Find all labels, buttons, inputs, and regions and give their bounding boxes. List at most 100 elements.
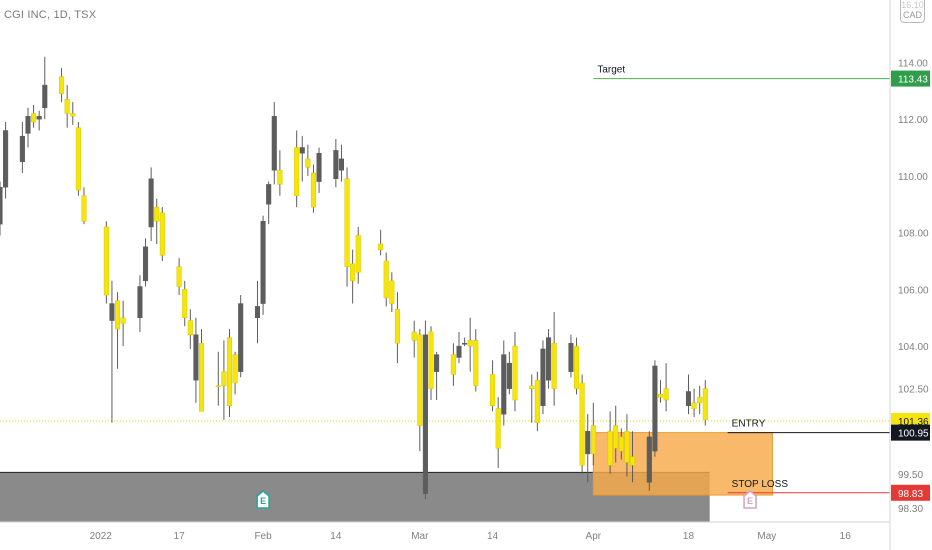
candle-body bbox=[266, 184, 272, 205]
stop-loss-price-label: 98.83 bbox=[898, 489, 923, 500]
candle-body bbox=[42, 84, 48, 109]
y-tick-label: 106.00 bbox=[898, 285, 929, 296]
candle-body bbox=[685, 391, 692, 406]
candle-body bbox=[193, 334, 199, 381]
target-label: Target bbox=[597, 65, 625, 76]
y-tick-label: 102.50 bbox=[898, 385, 929, 396]
stop-loss-label: STOP LOSS bbox=[732, 479, 789, 490]
x-tick-label: Feb bbox=[254, 531, 272, 542]
candle-body bbox=[221, 371, 227, 387]
y-tick-label: 99.50 bbox=[898, 470, 923, 481]
candle-body bbox=[579, 382, 585, 466]
candle-body bbox=[3, 130, 9, 188]
candle-body bbox=[338, 158, 344, 171]
last-price-label: 101.36 bbox=[898, 417, 929, 428]
target-price-badge bbox=[891, 70, 930, 87]
candle-body bbox=[355, 235, 361, 273]
candle-body bbox=[506, 362, 512, 389]
candle-body bbox=[618, 436, 624, 452]
candle-body bbox=[629, 456, 636, 466]
y-tick-label: 98.30 bbox=[898, 504, 923, 515]
y-tick-label: 112.00 bbox=[898, 115, 928, 126]
candle-body bbox=[495, 408, 501, 449]
candle-body bbox=[383, 260, 389, 299]
y-tick-label: 110.00 bbox=[898, 172, 928, 183]
candle-body bbox=[613, 425, 619, 449]
candle-body bbox=[585, 430, 591, 455]
x-tick-label: 2022 bbox=[90, 531, 113, 542]
candle-body bbox=[417, 334, 423, 426]
candle-body bbox=[512, 345, 518, 401]
candle-body bbox=[428, 331, 434, 389]
stop-loss-price-badge bbox=[891, 484, 930, 501]
y-tick-label: 104.00 bbox=[898, 342, 929, 353]
candle-body bbox=[652, 365, 658, 452]
candle-body bbox=[663, 388, 669, 401]
x-tick-label: May bbox=[757, 531, 776, 542]
candle-body bbox=[187, 320, 193, 336]
candle-body bbox=[568, 343, 574, 372]
candle-body bbox=[299, 147, 305, 154]
candle-body bbox=[573, 345, 580, 389]
candle-body bbox=[115, 300, 121, 330]
candle-body bbox=[534, 379, 540, 423]
x-tick-label: 14 bbox=[487, 531, 499, 542]
candle-body bbox=[215, 385, 221, 388]
candle-body bbox=[148, 178, 154, 228]
candle-body bbox=[176, 266, 182, 287]
candle-body bbox=[277, 169, 283, 185]
candle-body bbox=[434, 354, 440, 372]
candle-body bbox=[154, 206, 160, 222]
candle-body bbox=[450, 354, 456, 375]
candle-body bbox=[529, 385, 535, 389]
candle-body bbox=[350, 263, 356, 282]
candle-body bbox=[305, 158, 311, 168]
candle-body bbox=[501, 354, 507, 415]
candle-body bbox=[546, 337, 552, 381]
candle-body bbox=[59, 76, 65, 94]
candle-body bbox=[411, 331, 417, 341]
earnings-marker-icon[interactable] bbox=[256, 489, 270, 509]
candle-body bbox=[551, 343, 557, 389]
x-tick-label: Mar bbox=[411, 531, 429, 542]
y-tick-label: 108.00 bbox=[898, 229, 929, 240]
currency-badge[interactable]: 16.10 CAD bbox=[900, 0, 925, 23]
symbol-title: CGI INC, 1D, TSX bbox=[4, 9, 97, 21]
candle-body bbox=[142, 246, 149, 282]
candle-body bbox=[540, 348, 546, 406]
candle-body bbox=[310, 172, 317, 208]
candle-body bbox=[137, 286, 143, 318]
x-tick-label: 17 bbox=[174, 531, 186, 542]
entry-price-label: 100.95 bbox=[898, 429, 929, 440]
candle-body bbox=[81, 195, 87, 222]
candle-body bbox=[238, 303, 244, 372]
candle-body bbox=[0, 186, 3, 225]
candle-body bbox=[159, 212, 165, 256]
candle-body bbox=[646, 436, 652, 483]
candle-body bbox=[624, 430, 630, 463]
candle-body bbox=[691, 402, 697, 409]
x-tick-label: Apr bbox=[586, 531, 602, 542]
candle-body bbox=[702, 388, 708, 421]
candle-body bbox=[590, 425, 596, 455]
candle-body bbox=[182, 289, 188, 318]
candle-body bbox=[64, 99, 70, 114]
candle-body bbox=[25, 116, 31, 134]
candle-body bbox=[462, 343, 468, 345]
candle-body bbox=[198, 343, 205, 412]
candle-body bbox=[70, 113, 76, 117]
candle-body bbox=[697, 396, 703, 404]
entry-price-badge bbox=[891, 424, 930, 441]
candle-body bbox=[254, 306, 261, 318]
candle-body bbox=[490, 374, 496, 406]
y-tick-label: 114.00 bbox=[898, 58, 928, 69]
earnings-marker-icon[interactable] bbox=[743, 489, 757, 509]
candle-body bbox=[103, 226, 109, 296]
candle-body bbox=[607, 430, 613, 466]
candle-body bbox=[260, 221, 266, 304]
candle-body bbox=[36, 116, 42, 120]
candle-body bbox=[344, 178, 350, 267]
entry-label: ENTRY bbox=[732, 419, 766, 430]
